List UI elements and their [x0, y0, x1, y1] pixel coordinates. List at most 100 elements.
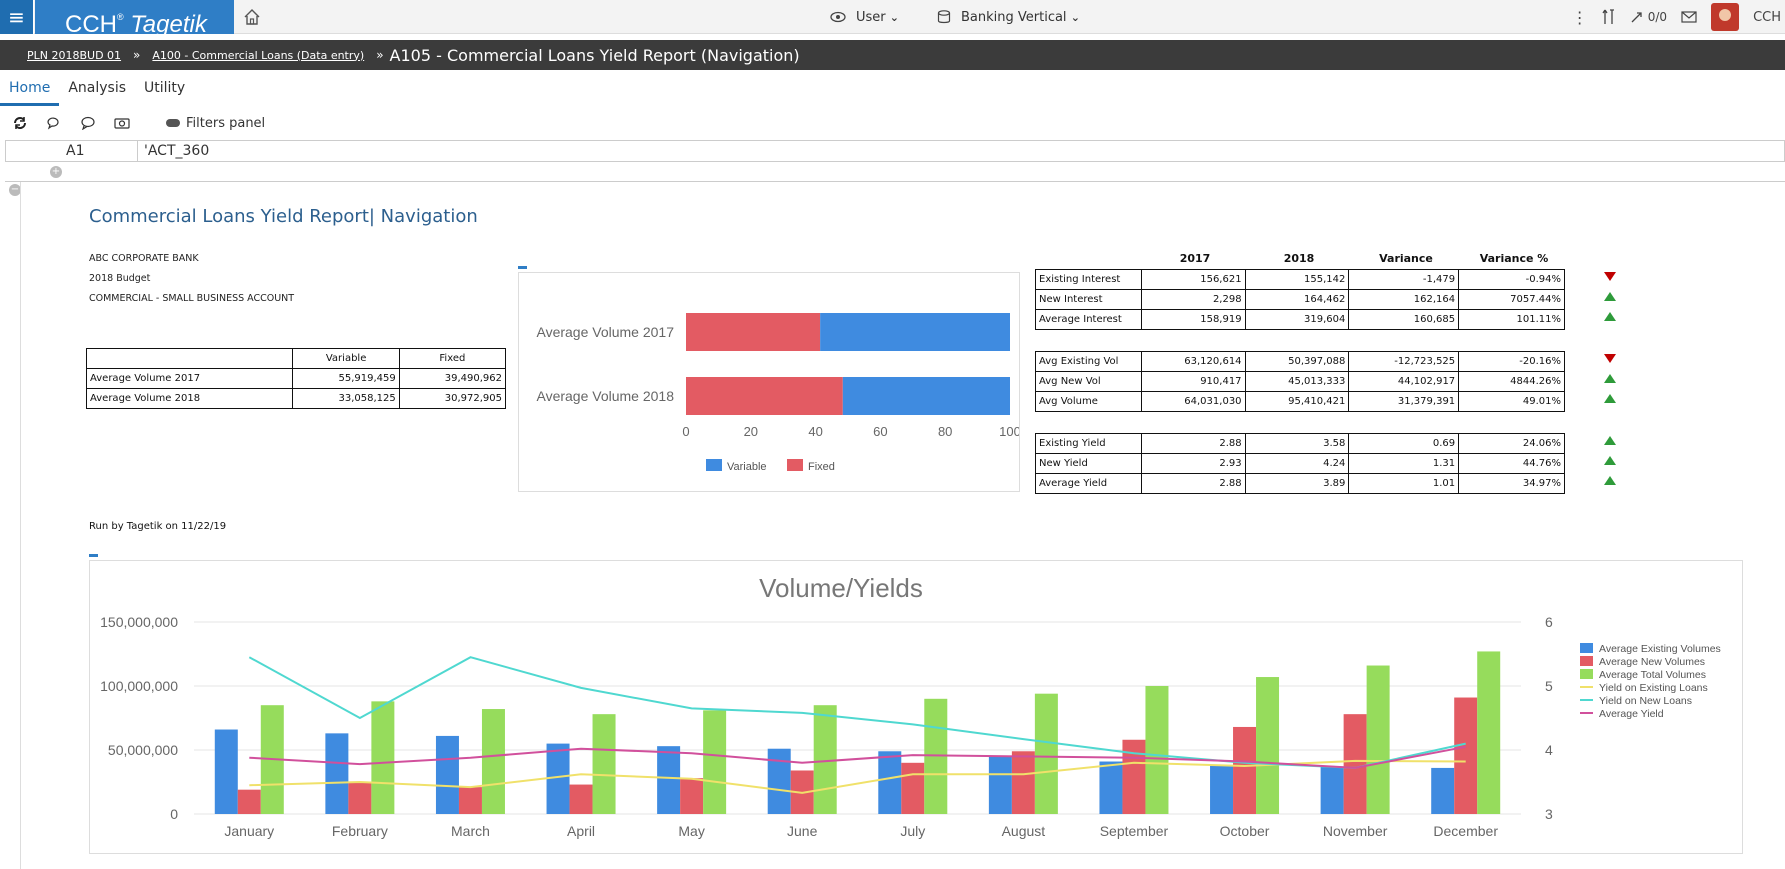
y2-tick-label: 6: [1545, 614, 1553, 630]
bar-fixed: [686, 313, 821, 351]
cell-reference[interactable]: A1: [6, 141, 138, 161]
cell-2018[interactable]: 155,142: [1244, 269, 1350, 290]
comments-icon[interactable]: [46, 116, 62, 130]
cell-variance-pct[interactable]: 34.97%: [1458, 473, 1565, 494]
cell-variance-pct[interactable]: -20.16%: [1458, 351, 1565, 372]
app-logo[interactable]: CCH® Tagetik: [35, 0, 234, 38]
vertical-label: Banking Vertical: [961, 9, 1067, 25]
cell-fixed[interactable]: 30,972,905: [398, 388, 507, 409]
top-bar: ≡ CCH® Tagetik User ⌄ Banking Vertical ⌄…: [0, 0, 1785, 38]
avatar[interactable]: [1711, 3, 1740, 31]
mail-icon[interactable]: [1681, 11, 1697, 23]
profile-name[interactable]: CCH: [1753, 9, 1781, 25]
table-row: Average Volume 2017 55,919,459 39,490,96…: [85, 368, 507, 389]
filters-panel-label: Filters panel: [186, 115, 266, 131]
cell-2018[interactable]: 95,410,421: [1244, 391, 1350, 412]
tools-icon[interactable]: [1602, 9, 1616, 25]
comment-icon[interactable]: [80, 116, 96, 130]
cell-variance[interactable]: 0.69: [1348, 433, 1460, 454]
row-group-divider: [20, 182, 21, 869]
bar-average-existing-volumes: [767, 748, 791, 814]
table-row: Existing Yield 2.88 3.58 0.69 24.06%: [1035, 433, 1565, 454]
cell-variable[interactable]: 33,058,125: [292, 388, 400, 409]
bar-average-total-volumes: [1256, 677, 1280, 814]
hamburger-icon[interactable]: ≡: [0, 0, 34, 34]
cell-2018[interactable]: 45,013,333: [1244, 371, 1350, 392]
cell-2018[interactable]: 4.24: [1244, 453, 1350, 474]
line-average-yield: [249, 745, 1466, 769]
refresh-icon[interactable]: [12, 116, 28, 130]
cell-variance-pct[interactable]: 7057.44%: [1458, 289, 1565, 310]
cell-2017[interactable]: 910,417: [1140, 371, 1246, 392]
x-tick-label: February: [332, 823, 388, 839]
cell-variance-pct[interactable]: 44.76%: [1458, 453, 1565, 474]
line-yield-on-new-loans: [248, 656, 1466, 769]
bar-average-new-volumes: [1122, 739, 1146, 814]
bar-variable: [842, 377, 1010, 415]
cell-variance-pct[interactable]: 4844.26%: [1458, 371, 1565, 392]
cell-2017[interactable]: 158,919: [1140, 309, 1246, 330]
column-header-variable: Variable: [292, 348, 400, 369]
cell-2018[interactable]: 50,397,088: [1244, 351, 1350, 372]
cell-2018[interactable]: 164,462: [1244, 289, 1350, 310]
cell-2017[interactable]: 156,621: [1140, 269, 1246, 290]
table-row: New Yield 2.93 4.24 1.31 44.76%: [1035, 453, 1565, 474]
y2-tick-label: 4: [1545, 742, 1553, 758]
home-icon[interactable]: [243, 8, 261, 26]
more-vertical-icon[interactable]: ⋮: [1571, 7, 1588, 27]
cell-variance[interactable]: 44,102,917: [1348, 371, 1460, 392]
cell-variance[interactable]: -1,479: [1348, 269, 1460, 290]
row-label: Average Yield: [1035, 473, 1142, 494]
tab-home[interactable]: Home: [0, 76, 60, 106]
cell-variance[interactable]: -12,723,525: [1348, 351, 1460, 372]
x-tick-label: May: [678, 823, 704, 839]
cell-variable[interactable]: 55,919,459: [292, 368, 400, 389]
user-selector[interactable]: User ⌄: [856, 10, 899, 25]
table-row: Average Yield 2.88 3.89 1.01 34.97%: [1035, 473, 1565, 494]
cell-variance-pct[interactable]: -0.94%: [1458, 269, 1565, 290]
x-tick-label: 100: [999, 424, 1019, 439]
cell-2017[interactable]: 63,120,614: [1140, 351, 1246, 372]
camera-icon[interactable]: [114, 116, 130, 130]
x-tick-label: October: [1220, 823, 1270, 839]
cell-2017[interactable]: 64,031,030: [1140, 391, 1246, 412]
cell-2017[interactable]: 2,298: [1140, 289, 1246, 310]
cell-2018[interactable]: 319,604: [1244, 309, 1350, 330]
cell-2017[interactable]: 2.93: [1140, 453, 1246, 474]
expand-group-icon[interactable]: +: [50, 166, 62, 178]
cell-2017[interactable]: 2.88: [1140, 433, 1246, 454]
x-tick-label: 40: [808, 424, 822, 439]
cell-variance-pct[interactable]: 24.06%: [1458, 433, 1565, 454]
kpi-header-variance: Variance: [1379, 252, 1433, 265]
tab-utility[interactable]: Utility: [144, 80, 186, 96]
cell-value-input[interactable]: 'ACT_360: [144, 143, 210, 159]
cell-variance[interactable]: 160,685: [1348, 309, 1460, 330]
cell-variance[interactable]: 162,164: [1348, 289, 1460, 310]
cell-2017[interactable]: 2.88: [1140, 473, 1246, 494]
cell-2018[interactable]: 3.58: [1244, 433, 1350, 454]
cell-variance[interactable]: 31,379,391: [1348, 391, 1460, 412]
cell-variance[interactable]: 1.31: [1348, 453, 1460, 474]
table-row: Avg Volume 64,031,030 95,410,421 31,379,391…: [1035, 391, 1565, 412]
bar-average-total-volumes: [1366, 665, 1390, 814]
row-group-icon[interactable]: −: [9, 184, 21, 196]
legend-label: Yield on Existing Loans: [1599, 682, 1708, 694]
chart-drag-handle[interactable]: [89, 554, 98, 557]
row-label: Avg Volume: [1035, 391, 1142, 412]
tasks-counter[interactable]: 0/0: [1630, 10, 1667, 24]
x-tick-label: December: [1433, 823, 1498, 839]
breadcrumb-item-a100[interactable]: A100 - Commercial Loans (Data entry): [152, 48, 365, 62]
vertical-selector[interactable]: Banking Vertical ⌄: [961, 10, 1080, 25]
chart-drag-handle[interactable]: [518, 266, 527, 269]
cell-variance-pct[interactable]: 101.11%: [1458, 309, 1565, 330]
filters-panel-toggle[interactable]: Filters panel: [166, 116, 265, 131]
bar-average-new-volumes: [569, 784, 593, 814]
tab-analysis[interactable]: Analysis: [68, 80, 127, 96]
cell-fixed[interactable]: 39,490,962: [398, 368, 507, 389]
cell-2018[interactable]: 3.89: [1244, 473, 1350, 494]
cell-variance-pct[interactable]: 49.01%: [1458, 391, 1565, 412]
breadcrumb-item-plan[interactable]: PLN 2018BUD 01: [27, 48, 122, 62]
table-row: Average Interest 158,919 319,604 160,685 101…: [1035, 309, 1565, 330]
row-label: Avg Existing Vol: [1035, 351, 1142, 372]
cell-variance[interactable]: 1.01: [1348, 473, 1460, 494]
